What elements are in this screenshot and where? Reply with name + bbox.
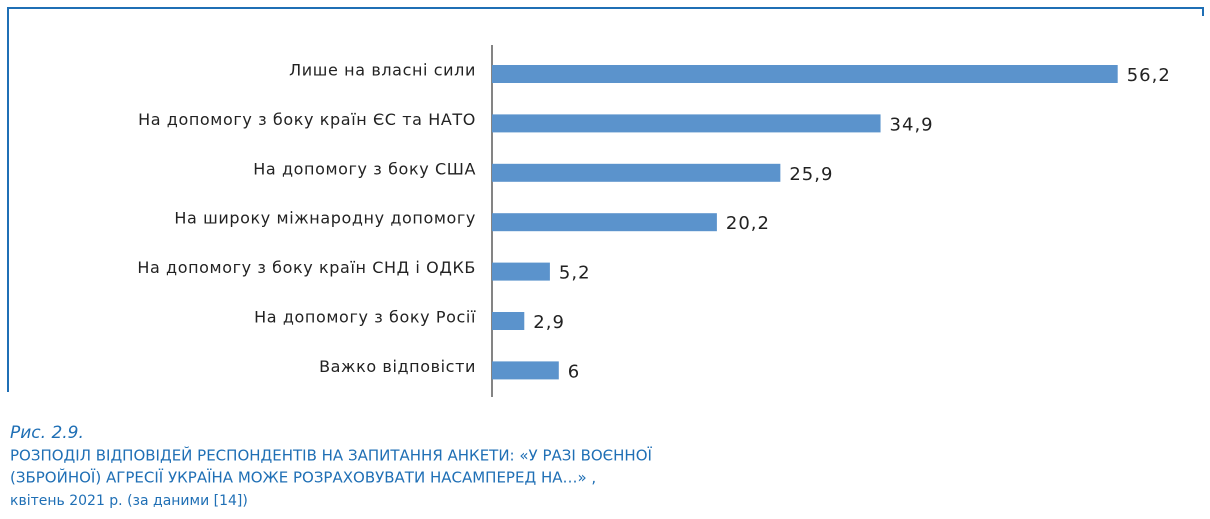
category-label: На допомогу з боку США	[253, 159, 476, 178]
value-label: 5,2	[559, 263, 591, 284]
bar	[492, 361, 559, 380]
bar	[492, 114, 881, 133]
value-label: 6	[568, 361, 580, 382]
bar	[492, 312, 525, 330]
caption-subtitle: квітень 2021 р. (за даними [14])	[10, 493, 248, 509]
caption-line: (ЗБРОЙНОЇ) АГРЕСІЇ УКРАЇНА МОЖЕ РОЗРАХОВ…	[10, 468, 596, 487]
bar	[492, 213, 717, 232]
frame	[7, 7, 1204, 392]
bar	[492, 262, 550, 281]
bar	[492, 65, 1118, 83]
bar	[492, 163, 781, 182]
value-label: 25,9	[789, 164, 833, 185]
caption-line: РОЗПОДІЛ ВІДПОВІДЕЙ РЕСПОНДЕНТІВ НА ЗАПИ…	[10, 446, 653, 465]
figure-label: Рис. 2.9.	[10, 423, 84, 443]
category-label: Важко відповісти	[319, 357, 476, 376]
value-label: 56,2	[1127, 65, 1171, 86]
category-label: На допомогу з боку Росії	[254, 308, 476, 327]
category-label: Лише на власні сили	[289, 61, 476, 80]
category-label: На широку міжнародну допомогу	[174, 209, 476, 228]
value-label: 20,2	[726, 213, 770, 234]
category-label: На допомогу з боку країн СНД і ОДКБ	[137, 258, 476, 277]
value-label: 2,9	[533, 312, 565, 333]
category-label: На допомогу з боку країн ЄС та НАТО	[138, 110, 476, 129]
value-label: 34,9	[890, 114, 934, 135]
